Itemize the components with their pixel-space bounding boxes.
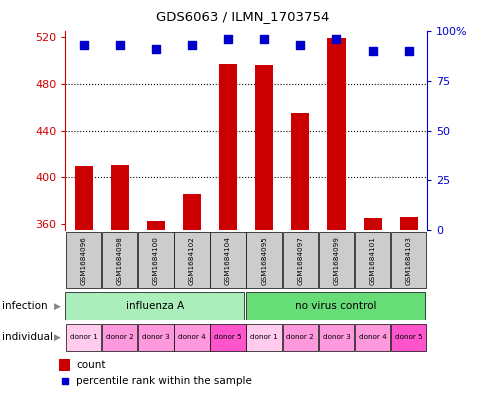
Text: GSM1684096: GSM1684096 [80,236,86,285]
Text: GSM1684095: GSM1684095 [261,236,267,285]
FancyBboxPatch shape [66,323,101,351]
Text: GDS6063 / ILMN_1703754: GDS6063 / ILMN_1703754 [155,10,329,23]
Text: no virus control: no virus control [294,301,376,311]
Bar [245,292,424,320]
Text: donor 5: donor 5 [214,334,242,340]
Point [79,42,87,48]
FancyBboxPatch shape [390,323,425,351]
Bar [291,113,309,230]
Text: donor 4: donor 4 [358,334,386,340]
Bar [182,194,200,230]
Text: ▶: ▶ [54,301,60,310]
Text: GSM1684103: GSM1684103 [405,236,411,285]
Point [404,48,412,55]
Bar [363,218,381,230]
FancyBboxPatch shape [210,323,245,351]
Text: count: count [76,360,106,370]
Bar [147,220,165,230]
Bar [255,65,272,230]
Bar [219,64,237,230]
FancyBboxPatch shape [174,323,209,351]
FancyBboxPatch shape [282,323,318,351]
Text: donor 3: donor 3 [142,334,169,340]
Point [116,42,123,48]
FancyBboxPatch shape [318,232,353,288]
Point [60,378,68,384]
FancyBboxPatch shape [390,232,425,288]
FancyBboxPatch shape [354,232,390,288]
Text: GSM1684102: GSM1684102 [189,236,195,285]
Text: donor 1: donor 1 [70,334,97,340]
Text: GSM1684099: GSM1684099 [333,236,339,285]
FancyBboxPatch shape [282,232,318,288]
Text: GSM1684100: GSM1684100 [152,236,158,285]
Point [188,42,196,48]
Bar [65,292,244,320]
Bar [75,166,92,230]
Text: donor 3: donor 3 [322,334,349,340]
Text: GSM1684101: GSM1684101 [369,236,375,285]
Text: percentile rank within the sample: percentile rank within the sample [76,376,252,386]
FancyBboxPatch shape [138,323,173,351]
Text: donor 5: donor 5 [394,334,422,340]
Text: GSM1684097: GSM1684097 [297,236,302,285]
Bar [399,217,417,230]
Point [296,42,303,48]
FancyBboxPatch shape [354,323,390,351]
Text: individual: individual [2,332,53,342]
Point [368,48,376,55]
Bar [110,165,128,230]
Bar [327,39,345,230]
Text: donor 2: donor 2 [106,334,133,340]
FancyBboxPatch shape [246,323,281,351]
Text: infection: infection [2,301,48,311]
FancyBboxPatch shape [66,232,101,288]
FancyBboxPatch shape [102,323,137,351]
Point [151,46,159,52]
FancyBboxPatch shape [102,232,137,288]
Bar [59,359,70,371]
Text: influenza A: influenza A [125,301,183,311]
FancyBboxPatch shape [138,232,173,288]
FancyBboxPatch shape [210,232,245,288]
Point [332,36,340,42]
Text: GSM1684104: GSM1684104 [225,236,230,285]
Point [224,36,231,42]
FancyBboxPatch shape [246,232,281,288]
Point [260,36,268,42]
Text: donor 2: donor 2 [286,334,314,340]
FancyBboxPatch shape [318,323,353,351]
Text: donor 4: donor 4 [178,334,205,340]
Text: ▶: ▶ [54,333,60,342]
Text: donor 1: donor 1 [250,334,277,340]
Text: GSM1684098: GSM1684098 [117,236,122,285]
FancyBboxPatch shape [174,232,209,288]
